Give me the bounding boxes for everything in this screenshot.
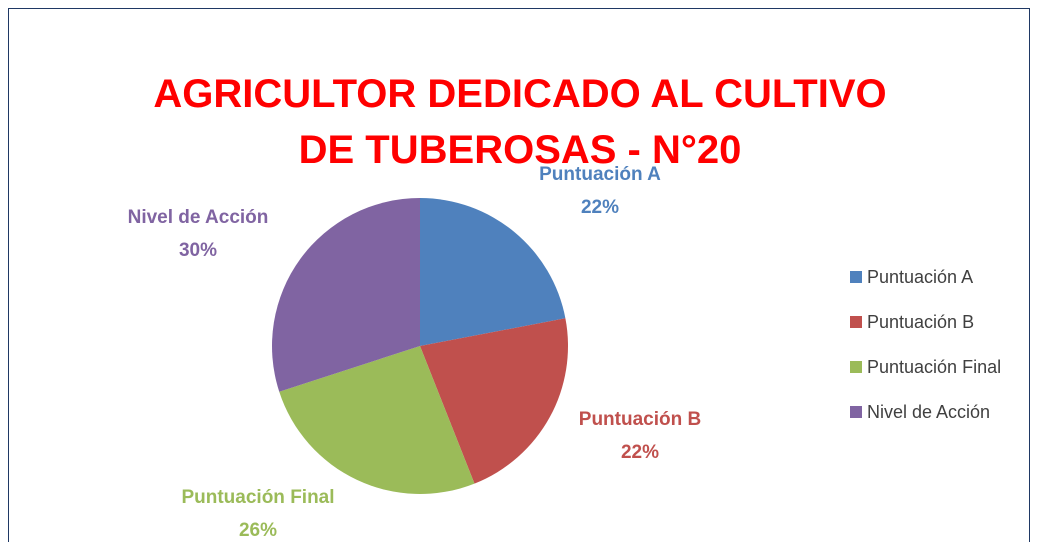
legend-label: Puntuación Final [867, 357, 1001, 377]
pie-slice [420, 318, 569, 484]
data-label-value: 22% [581, 197, 619, 218]
data-label-value: 26% [239, 520, 277, 541]
data-label-name: Puntuación A [539, 164, 661, 185]
data-label-name: Puntuación B [579, 409, 701, 430]
pie-slice [279, 346, 475, 495]
pie-slice [420, 198, 566, 346]
legend-swatch [850, 271, 862, 283]
data-label-name: Puntuación Final [181, 487, 334, 508]
data-label-value: 22% [621, 442, 659, 463]
legend-swatch [850, 316, 862, 328]
data-label-value: 30% [179, 240, 217, 261]
data-label-name: Nivel de Acción [128, 207, 269, 228]
legend-label: Puntuación B [867, 312, 974, 332]
legend-swatch [850, 361, 862, 373]
chart-border [8, 8, 1030, 542]
legend-label: Nivel de Acción [867, 402, 990, 422]
chart-title: AGRICULTOR DEDICADO AL CULTIVO DE TUBERO… [153, 72, 887, 172]
legend-label: Puntuación A [867, 267, 973, 287]
legend-swatch [850, 406, 862, 418]
pie-slice [271, 198, 420, 392]
